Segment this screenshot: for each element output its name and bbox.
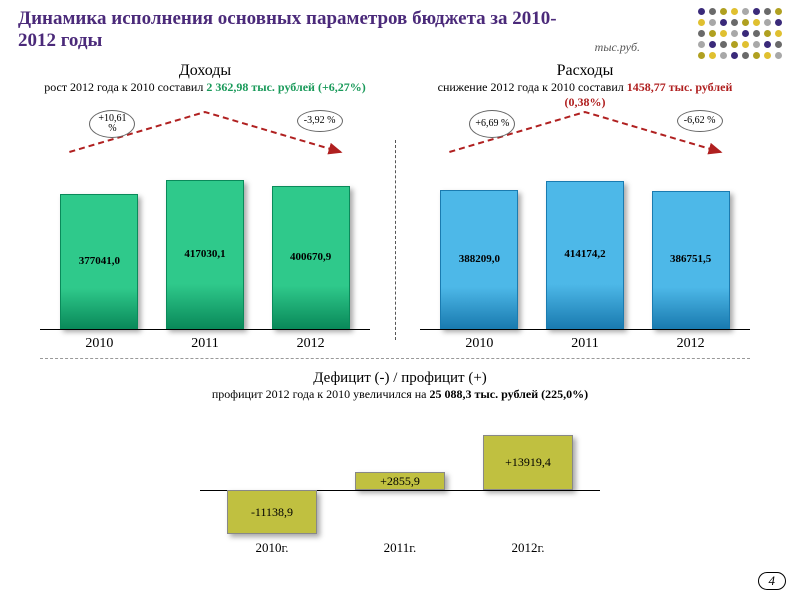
- bar: 386751,5: [652, 191, 730, 329]
- bar-value: 386751,5: [653, 253, 729, 265]
- bar: 377041,0: [60, 194, 138, 329]
- deficit-bar-value: +2855,9: [380, 474, 420, 489]
- bar-value: 377041,0: [61, 255, 137, 267]
- deficit-chart: -11138,9 2010г. +2855,9 2011г. +13919,4 2012г…: [200, 410, 600, 560]
- page-number: 4: [758, 572, 787, 590]
- deficit-sub-prefix: профицит 2012 года к 2010 увеличился на: [212, 387, 430, 401]
- deficit-sub-pct: (225,0%): [541, 387, 588, 401]
- deficit-bar: +13919,4: [483, 435, 573, 490]
- decor-dots: [698, 8, 786, 63]
- pct-up-bubble: +10,61 %: [89, 110, 135, 138]
- bar: 414174,2: [546, 181, 624, 329]
- pct-down-bubble: -3,92 %: [297, 110, 343, 132]
- deficit-title: Дефицит (-) / профицит (+): [120, 370, 680, 387]
- year-label: 2011: [560, 336, 610, 352]
- income-title: Доходы: [40, 62, 370, 80]
- expense-chart: 388209,02010414174,22011386751,52012+6,6…: [420, 150, 750, 350]
- year-label: 2011: [180, 336, 230, 352]
- year-label: 2012: [286, 336, 336, 352]
- deficit-bar-value: -11138,9: [251, 505, 293, 520]
- deficit-bar-value: +13919,4: [505, 455, 551, 470]
- deficit-bar: +2855,9: [355, 472, 445, 490]
- page-title: Динамика исполнения основных параметров …: [18, 8, 578, 52]
- expense-sub-prefix: снижение 2012 года к 2010 составил: [438, 80, 627, 94]
- pct-down-bubble: -6,62 %: [677, 110, 723, 132]
- horizontal-separator: [40, 358, 750, 359]
- income-sub-pct: (+6,27%): [318, 80, 366, 94]
- year-label: 2012: [666, 336, 716, 352]
- expense-header: Расходы снижение 2012 года к 2010 состав…: [420, 62, 750, 110]
- bar-value: 417030,1: [167, 248, 243, 260]
- bar-value: 400670,9: [273, 251, 349, 263]
- deficit-header: Дефицит (-) / профицит (+) профицит 2012…: [120, 370, 680, 402]
- x-axis: [420, 329, 750, 330]
- income-chart: 377041,02010417030,12011400670,92012+10,…: [40, 150, 370, 350]
- bar: 388209,0: [440, 190, 518, 329]
- income-sub-prefix: рост 2012 года к 2010 составил: [44, 80, 206, 94]
- income-header: Доходы рост 2012 года к 2010 составил 2 …: [40, 62, 370, 95]
- year-label: 2010: [74, 336, 124, 352]
- bar-value: 414174,2: [547, 248, 623, 260]
- vertical-separator: [395, 140, 396, 340]
- income-sub: рост 2012 года к 2010 составил 2 362,98 …: [40, 80, 370, 95]
- deficit-sub: профицит 2012 года к 2010 увеличился на …: [120, 387, 680, 402]
- deficit-year: 2010г.: [242, 540, 302, 556]
- bar-value: 388209,0: [441, 253, 517, 265]
- bar: 417030,1: [166, 180, 244, 329]
- deficit-year: 2012г.: [498, 540, 558, 556]
- deficit-bar: -11138,9: [227, 490, 317, 534]
- deficit-sub-amount: 25 088,3 тыс. рублей: [430, 387, 539, 401]
- deficit-year: 2011г.: [370, 540, 430, 556]
- expense-title: Расходы: [420, 62, 750, 80]
- income-sub-amount: 2 362,98 тыс. рублей: [206, 80, 315, 94]
- unit-label: тыс.руб.: [595, 40, 640, 55]
- bar: 400670,9: [272, 186, 350, 329]
- expense-sub-amount: 1458,77 тыс. рублей: [627, 80, 733, 94]
- x-axis: [40, 329, 370, 330]
- year-label: 2010: [454, 336, 504, 352]
